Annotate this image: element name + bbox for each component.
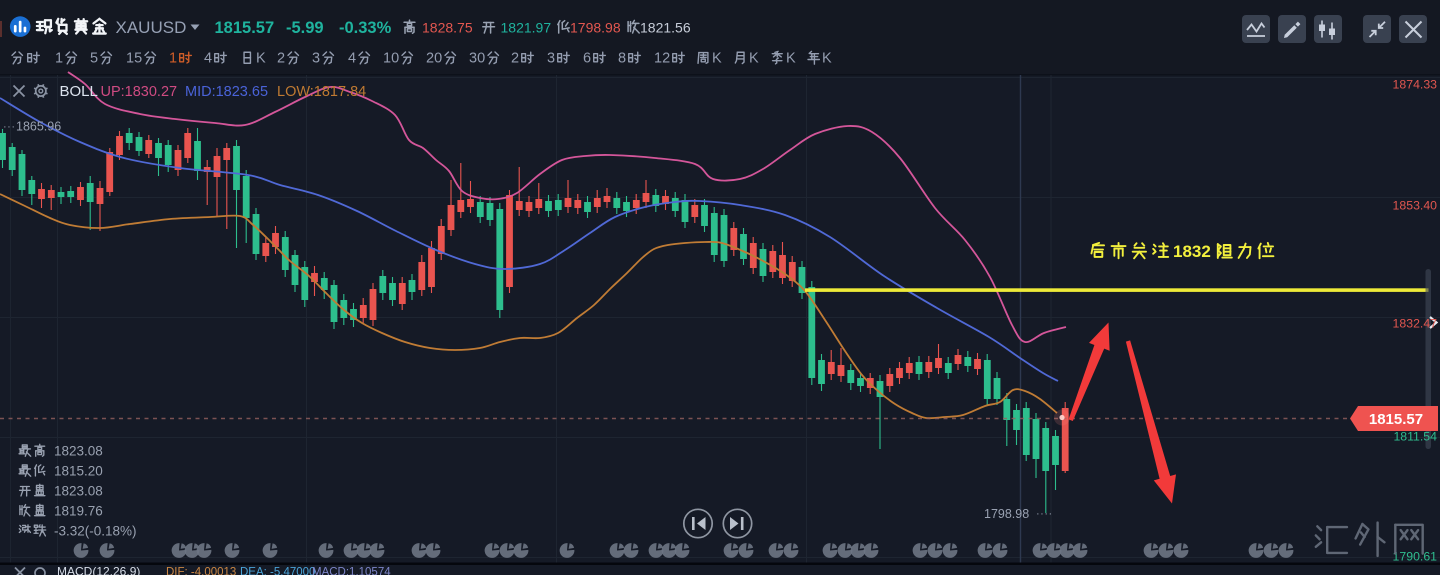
svg-text:4: 4 [204, 51, 212, 67]
svg-text:1823.08: 1823.08 [54, 483, 103, 498]
svg-text:30: 30 [469, 51, 485, 67]
svg-text:12: 12 [654, 51, 670, 67]
svg-text:1823.08: 1823.08 [54, 443, 103, 458]
svg-text:1874.33: 1874.33 [1393, 77, 1438, 91]
svg-text:20: 20 [426, 51, 442, 67]
svg-text:1865.96: 1865.96 [16, 119, 61, 133]
svg-text:1811.54: 1811.54 [1393, 429, 1437, 443]
svg-text:DEA: -5.47000: DEA: -5.47000 [240, 567, 315, 575]
svg-text:K: K [712, 51, 722, 67]
svg-text:10: 10 [383, 51, 399, 67]
svg-text:1821.97: 1821.97 [501, 19, 552, 35]
svg-text:1815.57: 1815.57 [1369, 411, 1423, 428]
svg-text:-0.33%: -0.33% [339, 19, 392, 37]
svg-text:1819.76: 1819.76 [54, 503, 103, 518]
svg-text:1: 1 [169, 51, 177, 67]
svg-text:MID:1823.65: MID:1823.65 [185, 84, 268, 100]
svg-text:1: 1 [55, 51, 63, 67]
svg-text:K: K [256, 51, 266, 67]
svg-text:UP:1830.27: UP:1830.27 [101, 84, 178, 100]
svg-text:15: 15 [126, 51, 142, 67]
svg-text:5: 5 [90, 51, 98, 67]
svg-text:····: ···· [1036, 508, 1053, 520]
svg-text:1798.98: 1798.98 [570, 19, 621, 35]
svg-text:3: 3 [312, 51, 320, 67]
svg-text:2: 2 [511, 51, 519, 67]
svg-text:MACD:1.10574: MACD:1.10574 [312, 567, 391, 575]
svg-text:LOW:1817.84: LOW:1817.84 [277, 84, 366, 100]
svg-text:3: 3 [547, 51, 555, 67]
svg-text:1798.98: 1798.98 [984, 507, 1029, 521]
svg-text:1815.57: 1815.57 [215, 19, 275, 37]
svg-text:2: 2 [277, 51, 285, 67]
svg-text:1821.56: 1821.56 [640, 19, 691, 35]
svg-text:1853.40: 1853.40 [1393, 198, 1438, 212]
svg-text:XAUUSD: XAUUSD [116, 18, 187, 37]
svg-text:DIF: -4.00013: DIF: -4.00013 [166, 567, 236, 575]
svg-text:4: 4 [348, 51, 356, 67]
svg-text:1828.75: 1828.75 [422, 19, 473, 35]
svg-text:K: K [749, 51, 759, 67]
svg-text:K: K [786, 51, 796, 67]
svg-text:-5.99: -5.99 [286, 19, 324, 37]
svg-text:BOLL: BOLL [60, 83, 98, 100]
svg-text:1790.61: 1790.61 [1393, 549, 1438, 563]
svg-text:1832.47: 1832.47 [1393, 316, 1438, 330]
svg-text:1832: 1832 [1173, 242, 1211, 261]
svg-text:8: 8 [618, 51, 626, 67]
svg-text:···: ··· [3, 121, 16, 133]
svg-text:6: 6 [583, 51, 591, 67]
svg-text:K: K [822, 51, 832, 67]
svg-text:1815.20: 1815.20 [54, 463, 103, 478]
svg-text:-3.32(-0.18%): -3.32(-0.18%) [54, 523, 137, 538]
svg-text:MACD(12,26,9): MACD(12,26,9) [57, 565, 140, 575]
